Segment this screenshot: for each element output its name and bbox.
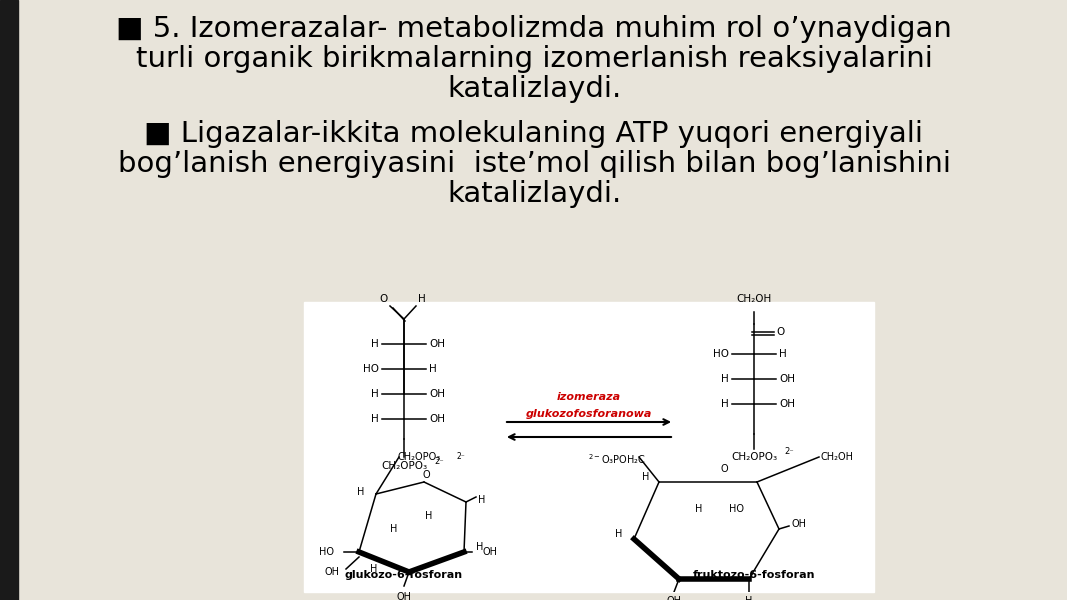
Text: OH: OH: [779, 399, 795, 409]
Text: ■ 5. Izomerazalar- metabolizmda muhim rol o’ynaydigan: ■ 5. Izomerazalar- metabolizmda muhim ro…: [116, 15, 952, 43]
Text: bog’lanish energiyasini  iste’mol qilish bilan bog’lanishini: bog’lanish energiyasini iste’mol qilish …: [117, 150, 951, 178]
Text: glukozo-6-fosforan: glukozo-6-fosforan: [345, 570, 463, 580]
Text: katalizlaydi.: katalizlaydi.: [447, 180, 621, 208]
Text: OH: OH: [429, 339, 445, 349]
Text: H: H: [391, 524, 398, 534]
Text: glukozofosforanowa: glukozofosforanowa: [526, 409, 652, 419]
Text: ■ Ligazalar-ikkita molekulaning ATP yuqori energiyali: ■ Ligazalar-ikkita molekulaning ATP yuqo…: [144, 120, 924, 148]
Text: OH: OH: [779, 374, 795, 384]
Text: H: H: [721, 399, 729, 409]
Text: OH: OH: [324, 567, 339, 577]
Text: katalizlaydi.: katalizlaydi.: [447, 75, 621, 103]
Text: H: H: [371, 339, 379, 349]
Text: H: H: [429, 364, 436, 374]
Text: H: H: [426, 511, 433, 521]
Text: turli organik birikmalarning izomerlanish reaksiyalarini: turli organik birikmalarning izomerlanis…: [136, 45, 933, 73]
Text: H: H: [779, 349, 786, 359]
Text: HO: HO: [319, 547, 334, 557]
Text: OH: OH: [429, 389, 445, 399]
Text: H: H: [746, 596, 752, 600]
Text: O: O: [423, 470, 430, 480]
Text: O: O: [380, 294, 388, 304]
Text: fruktozo-6-fosforan: fruktozo-6-fosforan: [692, 570, 815, 580]
Text: O: O: [776, 327, 784, 337]
Text: CH₂OPO₃: CH₂OPO₃: [731, 452, 777, 462]
Text: OH: OH: [429, 414, 445, 424]
Text: H: H: [356, 487, 364, 497]
Text: HO: HO: [713, 349, 729, 359]
Text: H: H: [418, 294, 426, 304]
Text: H: H: [696, 504, 703, 514]
Text: OH: OH: [791, 519, 806, 529]
Bar: [0, 0, 18, 600]
Text: H: H: [721, 374, 729, 384]
Text: OH: OH: [397, 592, 412, 600]
Text: CH₂OH: CH₂OH: [821, 452, 854, 462]
Text: O: O: [720, 464, 728, 474]
Text: H: H: [371, 414, 379, 424]
Text: H: H: [371, 389, 379, 399]
Text: H: H: [615, 529, 622, 539]
Text: OH: OH: [482, 547, 497, 557]
Text: $^{2-}$O₃POH₂C: $^{2-}$O₃POH₂C: [588, 452, 646, 466]
Text: H: H: [476, 542, 483, 552]
Text: H: H: [370, 564, 378, 574]
Text: 2⁻: 2⁻: [784, 447, 794, 456]
Text: H: H: [641, 472, 649, 482]
Bar: [304, 302, 874, 592]
Text: HO: HO: [363, 364, 379, 374]
Text: HO: HO: [730, 504, 745, 514]
Text: OH: OH: [667, 596, 682, 600]
Text: 2⁻: 2⁻: [434, 457, 444, 466]
Text: izomeraza: izomeraza: [557, 392, 621, 402]
Text: CH₂OPO₃: CH₂OPO₃: [381, 461, 427, 471]
Text: CH₂OPO₃: CH₂OPO₃: [397, 452, 441, 462]
Text: 2⁻: 2⁻: [456, 452, 465, 461]
Text: H: H: [478, 495, 485, 505]
Text: CH₂OH: CH₂OH: [736, 294, 771, 304]
